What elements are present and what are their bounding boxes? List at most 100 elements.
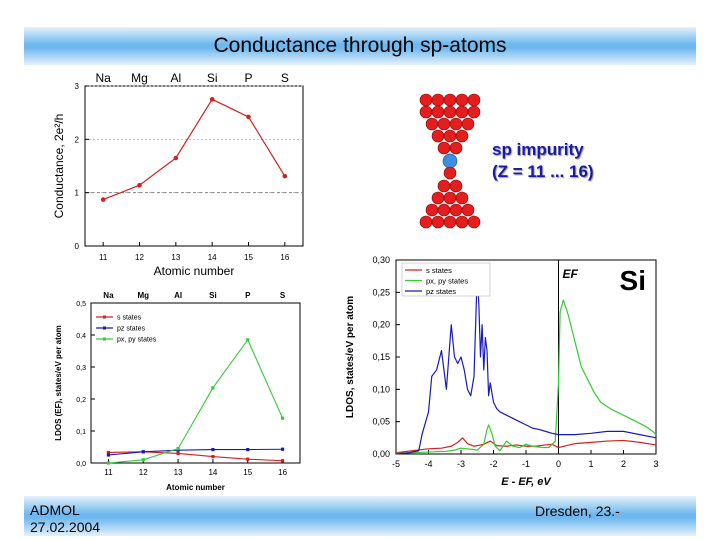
electrode-atom — [419, 93, 433, 107]
electrode-atom — [419, 105, 433, 119]
data-point — [106, 453, 111, 457]
data-point — [280, 416, 285, 420]
x-tick-label: 1 — [588, 459, 593, 469]
y-tick-label: 0,3 — [76, 365, 86, 372]
y-tick-label: 0,4 — [76, 333, 86, 340]
plot-frame — [395, 259, 657, 455]
footer-location: Dresden, 23.- — [535, 503, 620, 519]
y-tick-label: 0,20 — [372, 320, 390, 330]
legend-marker — [103, 315, 106, 319]
legend-marker — [103, 326, 106, 330]
series-line — [395, 437, 657, 454]
data-point — [280, 447, 285, 451]
x-tick-label: 11 — [104, 468, 113, 477]
data-point — [211, 455, 215, 459]
y-tick-label: 0,25 — [372, 287, 390, 297]
y-tick-label: 0,2 — [76, 397, 86, 404]
element-label: Na — [95, 71, 111, 85]
electrode-atom — [449, 179, 463, 193]
electrode-atom — [425, 117, 439, 131]
data-point — [137, 182, 142, 188]
data-point — [106, 450, 111, 455]
element-label: Mg — [137, 291, 149, 300]
x-tick-label: 14 — [208, 468, 217, 477]
data-point — [246, 447, 250, 452]
element-label: S — [280, 291, 286, 300]
data-point — [141, 458, 145, 462]
x-tick-label: -5 — [392, 459, 400, 469]
legend-label: s states — [117, 315, 142, 322]
electrode-atom — [455, 93, 469, 107]
element-label: Si — [209, 291, 217, 300]
y-tick-label: 1 — [75, 189, 80, 198]
x-axis-label: Atomic number — [154, 264, 235, 278]
plot-frame — [90, 302, 301, 464]
electrode-atom — [431, 105, 445, 119]
legend-label: pz states — [117, 326, 146, 333]
x-tick-label: 2 — [621, 459, 626, 469]
x-tick-label: 12 — [135, 253, 144, 262]
electrode-atom — [455, 129, 469, 143]
data-point — [141, 450, 145, 454]
electrode-atom — [449, 203, 463, 217]
data-point — [246, 457, 250, 461]
footer-band — [24, 496, 696, 536]
data-point — [246, 338, 250, 342]
series-line — [108, 448, 283, 456]
electrode-atom — [455, 191, 469, 205]
legend-marker — [103, 337, 106, 341]
electrode-atom — [431, 215, 445, 229]
data-point — [280, 459, 285, 463]
y-tick-label: 0,5 — [76, 301, 86, 308]
electrode-atom — [449, 117, 463, 131]
y-tick-label: 0,05 — [372, 417, 390, 427]
legend-label: s states — [426, 266, 452, 275]
impurity-atom — [442, 153, 458, 169]
series-line — [108, 338, 284, 464]
element-label: Al — [170, 71, 181, 85]
electrode-atom — [431, 93, 445, 107]
footer-event: ADMOL — [30, 502, 80, 518]
x-tick-label: -3 — [457, 459, 465, 469]
legend-box — [401, 262, 491, 297]
electrode-atom — [419, 215, 433, 229]
title-band — [24, 27, 696, 65]
footer-left: ADMOL 27.02.2004 — [30, 502, 100, 536]
x-axis-label: Atomic number — [166, 483, 225, 492]
y-tick-label: 3 — [75, 82, 80, 91]
legend-label: px, py states — [117, 337, 157, 344]
x-tick-label: 11 — [99, 253, 108, 262]
electrode-atom — [437, 117, 451, 131]
element-label: Mg — [131, 71, 148, 85]
x-tick-label: 14 — [208, 253, 217, 262]
element-label: Na — [103, 291, 114, 300]
x-tick-label: 15 — [243, 468, 252, 477]
y-tick-label: 0,10 — [372, 384, 390, 394]
y-axis-label: Conductance, 2e²/h — [52, 114, 66, 219]
impurity-label: sp impurity (Z = 11 ... 16) — [492, 139, 594, 183]
data-point — [106, 461, 111, 465]
data-point — [246, 114, 251, 120]
electrode-atom — [455, 105, 469, 119]
data-point — [173, 155, 179, 161]
electrode-atom — [431, 129, 445, 143]
electrode-atom — [461, 117, 475, 131]
y-tick-label: 0 — [75, 242, 80, 251]
electrode-atom — [443, 129, 457, 143]
series-line — [395, 299, 657, 454]
electrode-atom — [431, 191, 445, 205]
data-point — [100, 197, 106, 202]
electrode-atom — [443, 105, 457, 119]
fermi-level-label: EF — [563, 267, 579, 281]
plot-frame — [84, 85, 304, 247]
x-tick-label: 15 — [244, 253, 253, 262]
element-label: Si — [207, 71, 218, 85]
series-line — [395, 272, 657, 455]
impurity-label-line1: sp impurity — [492, 140, 584, 159]
electrode-atom — [437, 141, 451, 155]
electrode-atom — [461, 203, 475, 217]
element-label: P — [245, 291, 251, 300]
